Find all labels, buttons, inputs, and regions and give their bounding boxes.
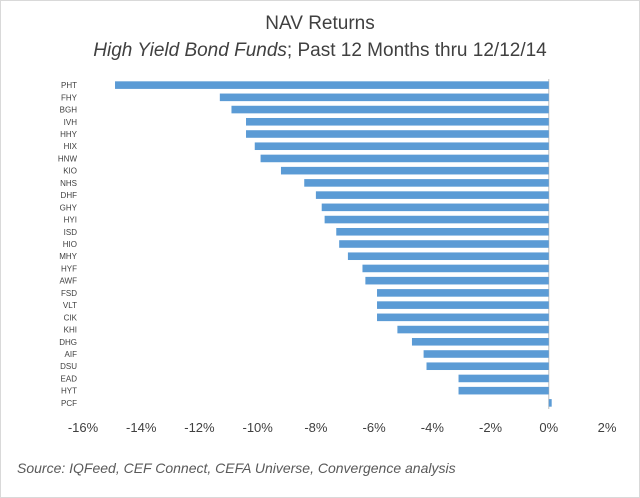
category-label-kio: KIO: [63, 167, 77, 176]
category-label-dhf: DHF: [61, 191, 78, 200]
x-tick-label: -12%: [184, 420, 215, 435]
bar-mhy: [347, 252, 549, 261]
category-label-ghy: GHY: [60, 203, 78, 212]
category-label-hyt: HYT: [61, 387, 77, 396]
chart-subtitle: High Yield Bond Funds; Past 12 Months th…: [1, 40, 639, 62]
bar-hnw: [260, 154, 549, 163]
category-label-ivh: IVH: [64, 118, 78, 127]
bar-cik: [377, 313, 549, 322]
category-label-hio: HIO: [63, 240, 77, 249]
category-label-awf: AWF: [60, 277, 78, 286]
category-label-mhy: MHY: [59, 252, 77, 261]
category-label-hix: HIX: [64, 142, 78, 151]
bar-dhf: [315, 191, 549, 199]
category-label-ead: EAD: [61, 374, 78, 383]
bar-fsd: [377, 289, 549, 297]
category-label-isd: ISD: [64, 228, 78, 237]
category-label-fhy: FHY: [61, 93, 78, 102]
bar-hyt: [458, 386, 549, 395]
bar-hio: [339, 240, 549, 248]
bar-ivh: [246, 117, 549, 126]
bar-khi: [397, 325, 549, 334]
bar-nhs: [304, 179, 549, 187]
category-label-aif: AIF: [65, 350, 78, 359]
category-label-hhy: HHY: [60, 130, 78, 139]
chart-subtitle-rest: ; Past 12 Months thru 12/12/14: [286, 40, 547, 61]
bar-chart-plot: PHT FHY BGH IVH HHY HIX HNW KIO NHS DHF GHY HYI ISD H…: [58, 79, 617, 435]
bar-ead: [458, 374, 549, 383]
category-label-fsd: FSD: [61, 289, 77, 298]
bar-pcf: [548, 399, 552, 407]
category-label-pht: PHT: [61, 81, 77, 90]
bar-hhy: [246, 130, 549, 138]
bar-awf: [365, 276, 549, 285]
category-label-vlt: VLT: [63, 301, 77, 310]
bar-kio: [280, 166, 549, 175]
category-label-dhg: DHG: [59, 338, 77, 347]
category-label-hyf: HYF: [61, 264, 77, 273]
category-label-nhs: NHS: [60, 179, 77, 188]
bar-pht: [115, 81, 549, 89]
bar-hix: [254, 142, 549, 151]
category-label-hyi: HYI: [64, 216, 77, 225]
x-tick-label: -8%: [304, 420, 328, 435]
bar-dhg: [411, 337, 549, 346]
x-tick-label: -14%: [126, 420, 157, 435]
bar-dsu: [426, 362, 549, 371]
source-note: Source: IQFeed, CEF Connect, CEFA Univer…: [17, 460, 456, 476]
x-tick-label: 0%: [539, 420, 558, 435]
category-label-hnw: HNW: [58, 154, 78, 163]
x-tick-label: -16%: [68, 420, 99, 435]
x-tick-label: -4%: [421, 420, 445, 435]
bar-fhy: [219, 93, 549, 102]
category-label-bgh: BGH: [60, 106, 78, 115]
bar-hyf: [362, 264, 549, 273]
bar-aif: [423, 350, 549, 358]
x-tick-label: 2%: [598, 420, 617, 435]
category-label-cik: CIK: [64, 313, 78, 322]
chart-title: NAV Returns: [265, 13, 375, 34]
chart-subtitle-italic: High Yield Bond Funds: [93, 40, 287, 61]
category-label-khi: KHI: [64, 326, 77, 335]
category-label-pcf: PCF: [61, 399, 77, 408]
bar-hyi: [324, 215, 549, 224]
x-tick-label: -2%: [479, 420, 503, 435]
bar-bgh: [231, 105, 549, 114]
category-label-dsu: DSU: [60, 362, 77, 371]
bar-isd: [336, 227, 549, 236]
x-tick-label: -10%: [242, 420, 273, 435]
x-tick-label: -6%: [363, 420, 387, 435]
bar-ghy: [321, 203, 549, 212]
bar-vlt: [377, 301, 549, 309]
